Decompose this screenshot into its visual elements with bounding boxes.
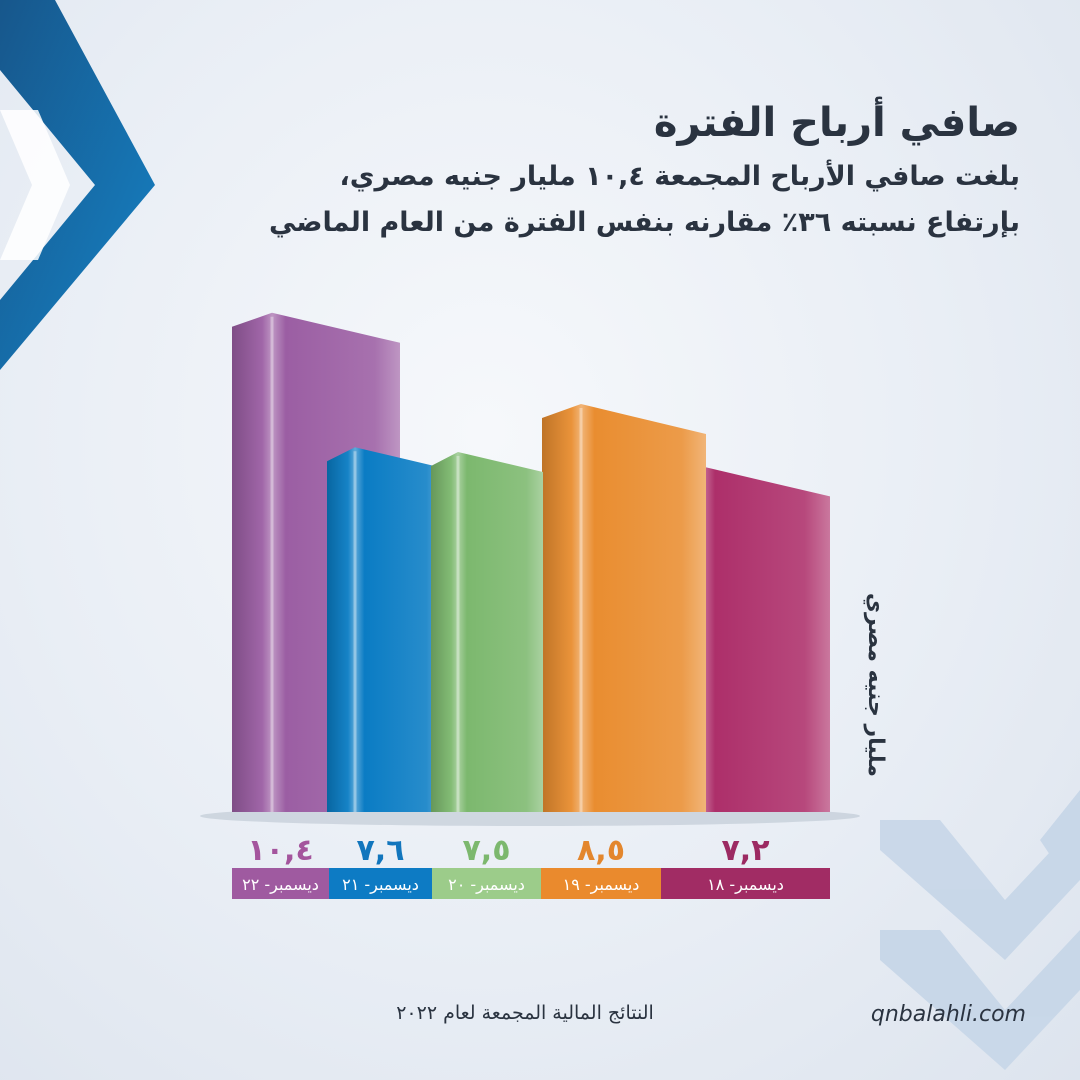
bar-2 — [327, 447, 444, 812]
category-band-4 — [541, 868, 661, 899]
tick-label-1: ديسمبر- ٢٢ — [242, 875, 319, 895]
tick-label-3: ديسمبر- ٢٠ — [448, 875, 525, 895]
y-axis-label: مليار جنيه مصري — [863, 592, 888, 777]
tick-label-5: ديسمبر- ١٨ — [707, 875, 784, 895]
bar-4 — [542, 404, 706, 812]
data-label-3: ٧,٥ — [462, 833, 510, 868]
category-band-3 — [432, 868, 541, 899]
category-band-5 — [661, 868, 830, 899]
data-label-5: ٧,٢ — [721, 833, 769, 868]
tick-label-2: ديسمبر- ٢١ — [342, 875, 419, 895]
page-title: صافي أرباح الفترة — [653, 100, 1020, 146]
data-label-2: ٧,٦ — [356, 833, 404, 868]
subtitle-line-2: بإرتفاع نسبته ٣٦٪ مقارنه بنفس الفترة من … — [269, 207, 1020, 238]
category-band-1 — [232, 868, 329, 899]
header: صافي أرباح الفترة بلغت صافي الأرباح المج… — [220, 92, 1020, 246]
category-band-2 — [329, 868, 432, 899]
footer-results-label: النتائج المالية المجمعة لعام ٢٠٢٢ — [396, 1002, 654, 1024]
data-label-1: ١٠,٤ — [247, 833, 313, 868]
website-link[interactable]: qnbalahli.com — [870, 1002, 1026, 1027]
tick-label-4: ديسمبر- ١٩ — [563, 875, 640, 895]
subtitle-line-1: بلغت صافي الأرباح المجمعة ١٠,٤ مليار جني… — [339, 161, 1020, 192]
bar-3 — [431, 452, 543, 812]
data-label-4: ٨,٥ — [577, 833, 625, 868]
